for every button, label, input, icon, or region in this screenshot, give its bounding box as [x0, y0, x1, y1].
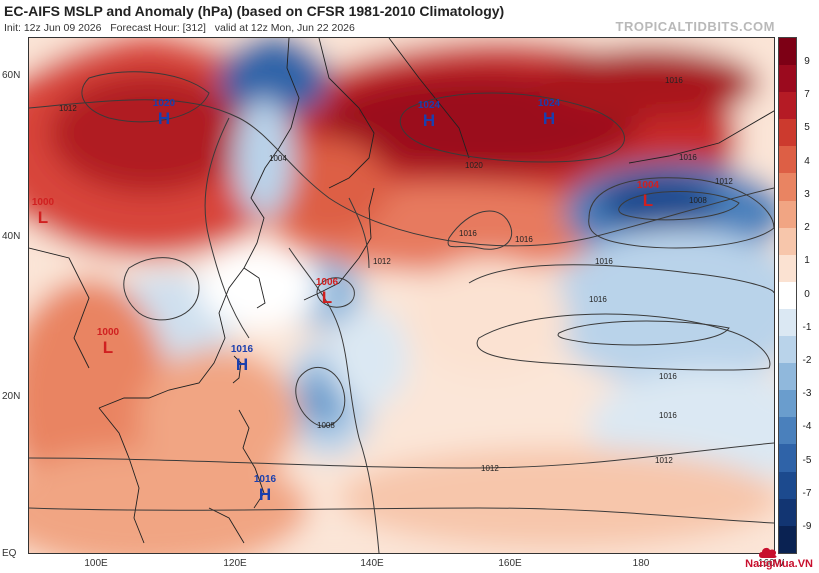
high-value: 1016 [231, 344, 254, 355]
low-center: 1006 L [316, 277, 339, 307]
colorbar-label: -3 [802, 388, 812, 400]
colorbar-label: 5 [804, 122, 810, 134]
isobar-label: 1012 [59, 104, 77, 113]
isobar-label: 1016 [589, 295, 607, 304]
colorbar-label: 0 [804, 288, 810, 300]
lon-label: 120E [223, 558, 247, 569]
lon-label: 160W [757, 558, 785, 569]
low-letter: L [322, 288, 332, 307]
isobar-label: 1012 [481, 464, 499, 473]
high-center: 1016 H [254, 474, 277, 504]
isobar-label: 1008 [689, 196, 707, 205]
high-center: 1024 H [538, 98, 561, 128]
high-value: 1024 [418, 100, 441, 111]
site-credit: TROPICALTIDBITS.COM [615, 19, 775, 34]
isobar-label: 1016 [679, 153, 697, 162]
high-letter: H [259, 485, 271, 504]
colorbar-label: -9 [802, 521, 812, 532]
low-letter: L [38, 208, 48, 227]
colorbar-swatch [779, 146, 796, 174]
lat-label: 40N [2, 231, 21, 242]
colorbar-swatch [779, 498, 796, 526]
colorbar-label: 1 [804, 255, 810, 267]
lat-label: 60N [2, 70, 21, 81]
colorbar-swatch [779, 92, 796, 120]
forecast-hour-text: Forecast Hour: [312] [110, 22, 206, 34]
valid-time-text: valid at 12z Mon, Jun 22 2026 [214, 22, 355, 34]
isobar-label: 1020 [465, 161, 483, 170]
colorbar-swatch [779, 390, 796, 418]
colorbar-label: -4 [802, 421, 812, 433]
lon-label: 100E [84, 558, 108, 569]
lat-label: 20N [2, 391, 21, 402]
high-value: 1024 [538, 98, 561, 109]
high-letter: H [423, 111, 435, 130]
map-panel: 1012 1016 1020 1016 1016 1012 1008 1004 … [28, 37, 775, 554]
high-center: 1024 H [418, 100, 441, 130]
isobar-label: 1012 [373, 257, 391, 266]
low-letter: L [103, 338, 113, 357]
colorbar-swatch [779, 363, 796, 391]
colorbar-swatch [779, 444, 796, 472]
isobar-label: 1016 [659, 411, 677, 420]
low-value: 1000 [97, 327, 120, 338]
lon-label: 180 [632, 558, 650, 569]
high-center: 1016 H [231, 344, 254, 374]
colorbar-label: -7 [802, 487, 812, 499]
high-letter: H [543, 109, 555, 128]
colorbar-swatch [779, 119, 796, 147]
colorbar-label: 2 [804, 222, 810, 234]
colorbar-label: -1 [802, 321, 812, 333]
low-center: 1000 L [97, 327, 120, 357]
chart-title: EC-AIFS MSLP and Anomaly (hPa) (based on… [4, 3, 505, 19]
low-value: 1006 [316, 277, 339, 288]
isobar-label: 1016 [459, 229, 477, 238]
low-center: 1000 L [32, 197, 55, 227]
lon-label: 140E [360, 558, 384, 569]
isobar-label: 1012 [655, 456, 673, 465]
colorbar-swatch [779, 173, 796, 201]
anomaly-map: 1012 1016 1020 1016 1016 1012 1008 1004 … [29, 38, 774, 553]
isobar-label: 1008 [317, 421, 335, 430]
colorbar-label: -5 [802, 454, 812, 466]
colorbar-swatch [779, 471, 796, 499]
colorbar-swatch [779, 227, 796, 255]
colorbar-swatch [779, 38, 796, 66]
low-value: 1000 [32, 197, 55, 208]
colorbar-swatch [779, 308, 796, 337]
colorbar-swatch [779, 417, 796, 445]
colorbar-swatch [779, 254, 796, 282]
isobar-label: 1016 [665, 76, 683, 85]
lon-label: 160E [498, 558, 522, 569]
colorbar-label: 9 [804, 56, 810, 67]
colorbar-swatch [779, 65, 796, 93]
colorbar-swatch [779, 525, 796, 553]
high-value: 1020 [153, 98, 176, 109]
lat-label: EQ [2, 548, 17, 559]
isobar-label: 1016 [659, 372, 677, 381]
isobar-label: 1016 [515, 235, 533, 244]
colorbar-swatch [779, 281, 796, 309]
high-letter: H [236, 355, 248, 374]
colorbar-label: 4 [804, 155, 810, 167]
isobar-label: 1012 [715, 177, 733, 186]
init-text: Init: 12z Jun 09 2026 [4, 22, 102, 34]
low-value: 1004 [637, 180, 660, 191]
colorbar-label: -2 [802, 354, 812, 366]
isobar-label: 1016 [595, 257, 613, 266]
high-value: 1016 [254, 474, 277, 485]
colorbar [778, 37, 797, 554]
colorbar-label: 3 [804, 188, 810, 200]
high-center: 1020 H [153, 98, 176, 128]
subtitle-row: Init: 12z Jun 09 2026 Forecast Hour: [31… [4, 22, 355, 34]
cloud-icon [759, 547, 777, 558]
colorbar-swatch [779, 336, 796, 364]
colorbar-swatch [779, 200, 796, 228]
colorbar-label: 7 [804, 89, 810, 101]
watermark: NangMua.VN [745, 558, 813, 570]
low-letter: L [643, 191, 653, 210]
low-center: 1004 L [637, 180, 660, 210]
high-letter: H [158, 109, 170, 128]
isobar-label: 1004 [269, 154, 287, 163]
